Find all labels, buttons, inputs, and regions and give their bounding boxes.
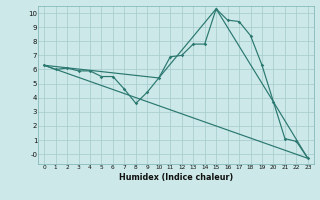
X-axis label: Humidex (Indice chaleur): Humidex (Indice chaleur) [119, 173, 233, 182]
